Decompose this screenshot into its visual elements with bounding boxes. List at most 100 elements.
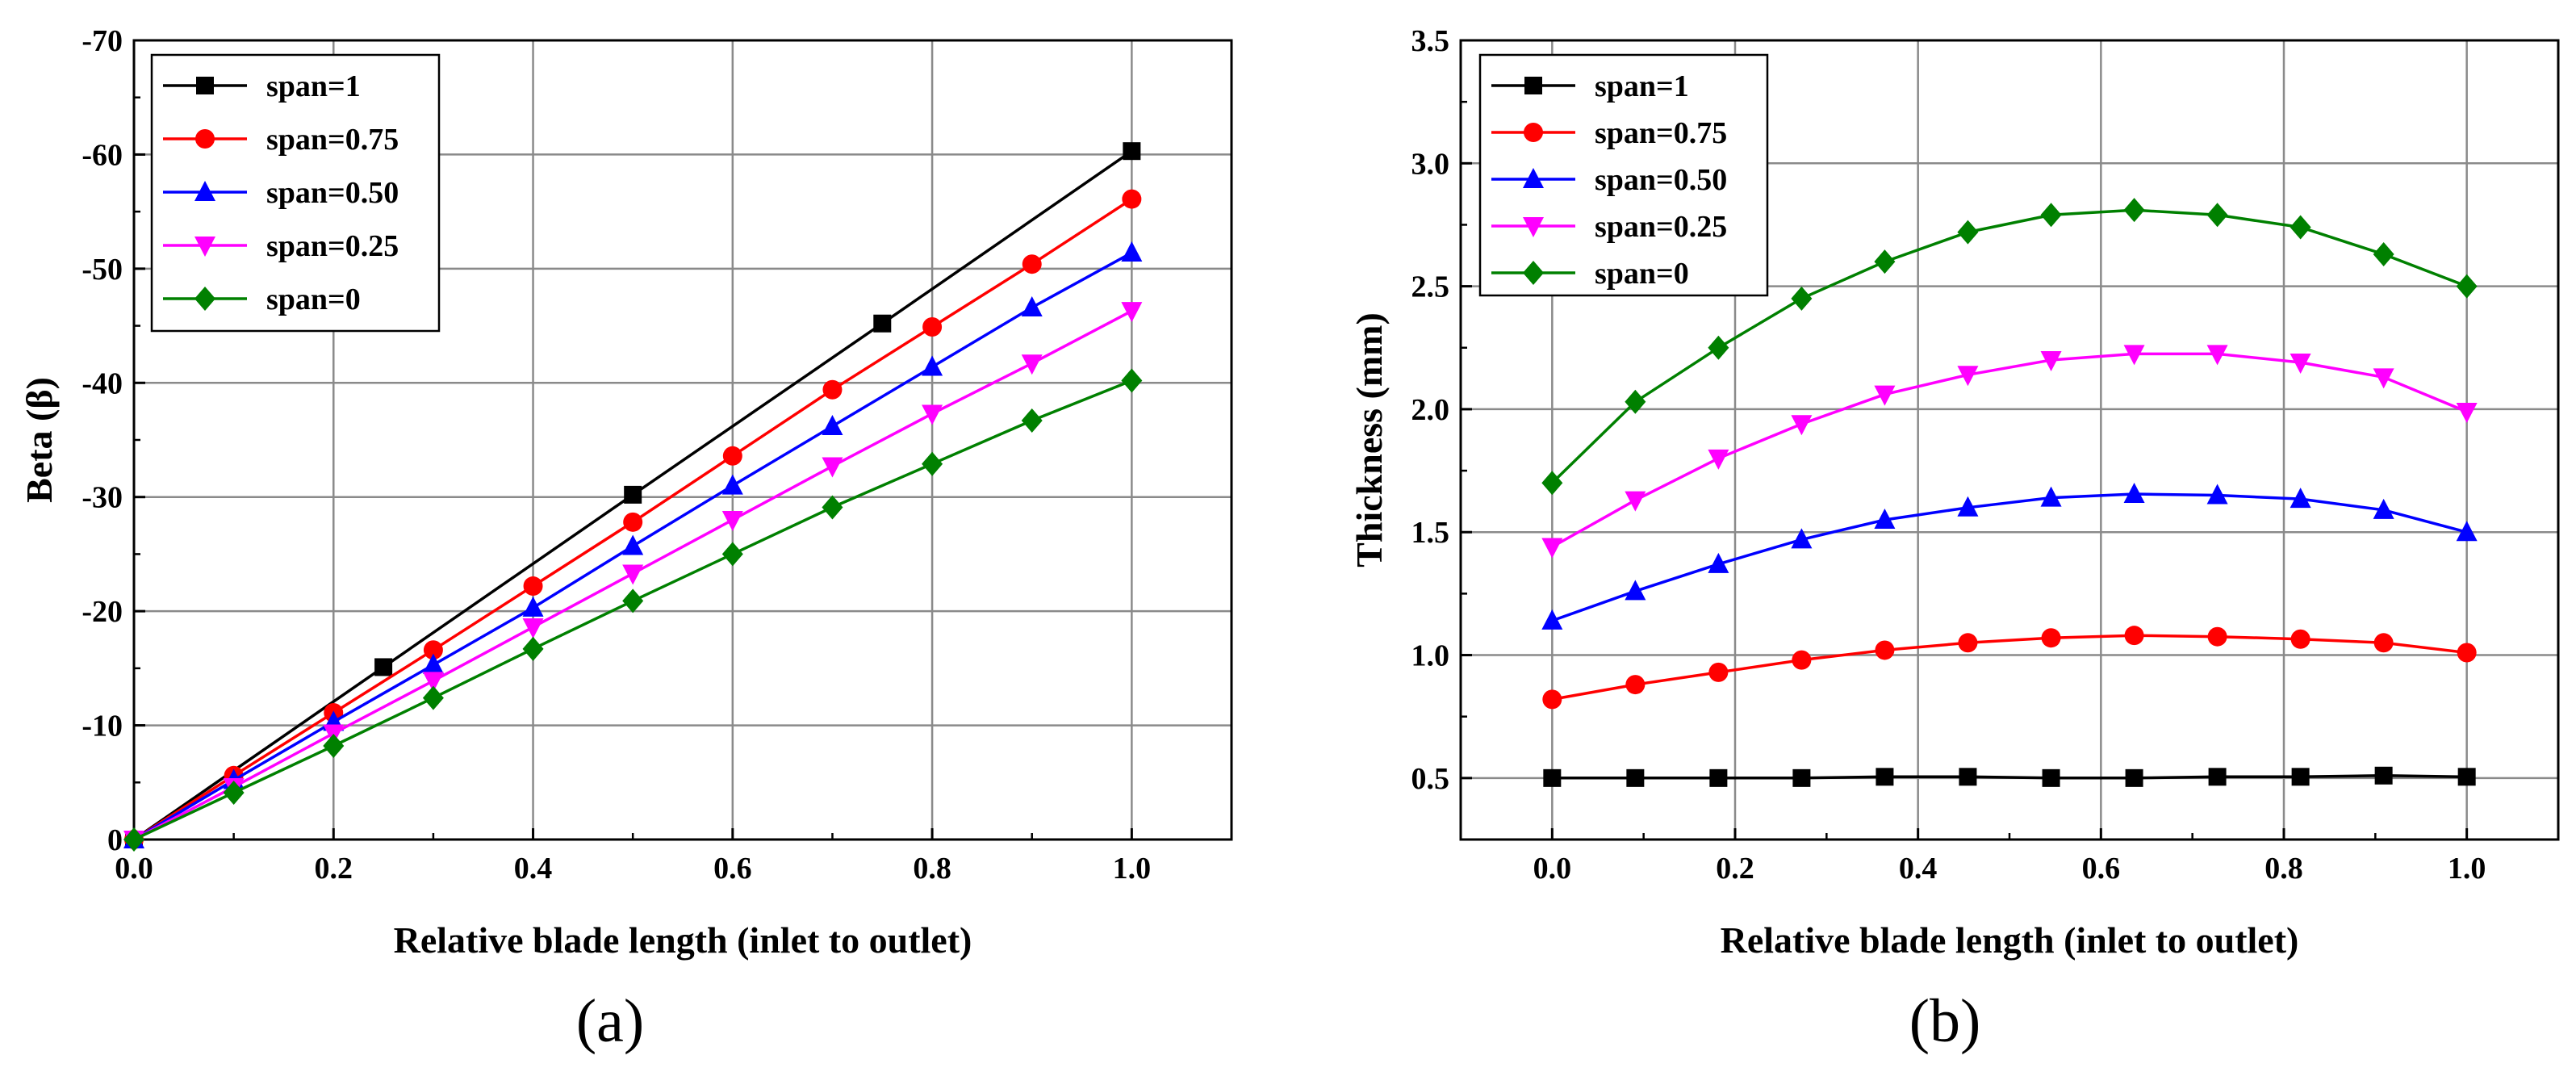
panel-a-legend-label: span=0.75	[266, 123, 399, 157]
panel-a-data-point	[622, 534, 644, 555]
panel-b-data-point	[1791, 528, 1813, 549]
panel-a-data-point	[822, 415, 843, 436]
panel-a-data-point	[922, 451, 943, 476]
panel-b-data-point	[2290, 354, 2311, 375]
panel-b-data-point	[2042, 768, 2060, 787]
panel-b-data-point	[2040, 486, 2062, 507]
panel-b-data-point	[1875, 640, 1895, 660]
panel-b-data-point	[2124, 626, 2144, 646]
panel-b-data-point	[2123, 198, 2145, 223]
panel-a-data-point	[1121, 368, 1143, 393]
panel-b-data-point	[2125, 768, 2143, 787]
panel-a-data-point	[1121, 302, 1143, 323]
panel-a-series-span=0	[123, 368, 1143, 852]
panel-b-data-point	[1792, 768, 1811, 787]
panel-b-legend-marker	[1524, 123, 1543, 142]
panel-b-data-point	[2123, 483, 2145, 504]
panel-b-data-point	[1874, 509, 1896, 529]
panel-a-data-point	[822, 379, 843, 400]
panel-b-x-tick-label: 0.0	[1533, 852, 1572, 886]
panel-b-series-line	[1551, 634, 2467, 701]
panel-b-data-point	[2373, 242, 2394, 267]
panel-b-legend-label: span=0.50	[1595, 163, 1727, 197]
panel-a-data-point	[721, 542, 743, 567]
panel-b-data-point	[1791, 286, 1813, 311]
panel-b-legend-marker	[1523, 168, 1544, 188]
panel-b-data-point	[2206, 345, 2228, 366]
panel-b-data-point	[2040, 351, 2062, 371]
panel-a-legend-entry: span=0.50	[163, 176, 399, 210]
panel-a-data-point	[721, 474, 743, 495]
panel-a-legend-marker	[196, 77, 214, 94]
panel-b-data-point	[1625, 389, 1646, 414]
panel-b-data-point	[2456, 521, 2478, 542]
panel-a-x-tick-label: 0.6	[713, 852, 752, 886]
panel-b-data-point	[2041, 628, 2061, 648]
panel-a-series-span=0.75	[124, 189, 1142, 849]
panel-b-data-point	[2457, 768, 2476, 786]
panel-b-y-axis-label: Thickness (mm)	[1349, 312, 1390, 567]
panel-b-y-tick-label: 3.5	[1411, 24, 1450, 58]
panel-b-series-line	[1551, 492, 2468, 622]
panel-b-data-point	[1708, 335, 1729, 360]
panel-b-data-point	[1959, 768, 1977, 786]
panel-a-data-point	[223, 781, 245, 806]
panel-a-legend-marker	[194, 181, 215, 201]
panel-a-legend-entry: span=0	[163, 283, 361, 316]
panel-a-data-point	[522, 618, 544, 639]
panel-b-series-span=0.50	[1541, 483, 2478, 630]
panel-b-data-point	[1708, 552, 1729, 573]
panel-a-data-point	[1123, 142, 1141, 161]
panel-b-data-point	[2290, 488, 2311, 509]
panel-b-data-point	[1708, 662, 1729, 682]
panel-a-x-tick-label: 0.8	[913, 852, 951, 886]
panel-a-data-point	[1022, 254, 1042, 274]
panel-a-legend-label: span=0.50	[266, 176, 399, 210]
panel-a-legend-entry: span=0.25	[163, 229, 399, 263]
panel-b-series-span=0	[1541, 198, 2478, 496]
panel-b-data-point	[1541, 471, 1563, 496]
panel-b-data-point	[1541, 609, 1563, 630]
panel-b-data-point	[1709, 768, 1728, 787]
panel-b-legend-label: span=0.75	[1595, 116, 1727, 150]
panel-b-legend-marker	[1524, 77, 1542, 94]
panel-a-data-point	[622, 588, 644, 613]
panel-a-data-point	[922, 316, 943, 337]
panel-b-x-tick-label: 0.8	[2264, 852, 2303, 886]
panel-a-data-point	[522, 636, 544, 661]
panel-b-series-line	[1551, 208, 2468, 484]
panel-b-data-point	[1542, 689, 1562, 710]
panel-b-data-point	[2374, 766, 2393, 785]
panel-b-y-tick-label: 1.5	[1411, 516, 1450, 550]
panel-b-legend-entry: span=1	[1491, 69, 1689, 103]
panel-b-data-point	[2123, 345, 2145, 366]
panel-a-y-tick-label: -50	[82, 253, 123, 287]
panel-b-label: (b)	[1909, 987, 1981, 1055]
panel-a-data-point	[624, 485, 642, 504]
panel-b-data-point	[1708, 449, 1729, 470]
panel-b-data-point	[2291, 768, 2310, 786]
panel-a-data-point	[1121, 241, 1143, 262]
panel-b-data-point	[2373, 368, 2394, 389]
panel-b-legend-label: span=1	[1595, 69, 1689, 103]
panel-a-data-point	[123, 827, 144, 852]
panel-b-legend-box	[1478, 53, 1769, 297]
panel-b-data-point	[2206, 484, 2228, 505]
panel-a-legend-marker	[194, 237, 215, 257]
panel-b-data-point	[1874, 385, 1896, 406]
panel-a-data-point	[623, 512, 643, 532]
panel-b-data-point	[1625, 491, 1646, 512]
panel-a-y-axis-label: Beta (β)	[19, 377, 60, 503]
panel-a-data-point	[822, 495, 843, 520]
panel-a-data-point	[1021, 354, 1043, 375]
panel-b-legend-marker	[1523, 261, 1544, 285]
panel-a-legend-entry: span=0.75	[163, 123, 399, 157]
panel-b-data-point	[2207, 626, 2227, 647]
panel-a-data-point	[422, 685, 444, 710]
panel-b-legend-label: span=0	[1595, 257, 1689, 291]
panel-b-data-point	[2456, 274, 2478, 299]
panel-b-y-tick-label: 2.0	[1411, 393, 1450, 427]
panel-a-y-tick-label: -70	[82, 24, 123, 58]
panel-b-x-tick-label: 1.0	[2448, 852, 2486, 886]
